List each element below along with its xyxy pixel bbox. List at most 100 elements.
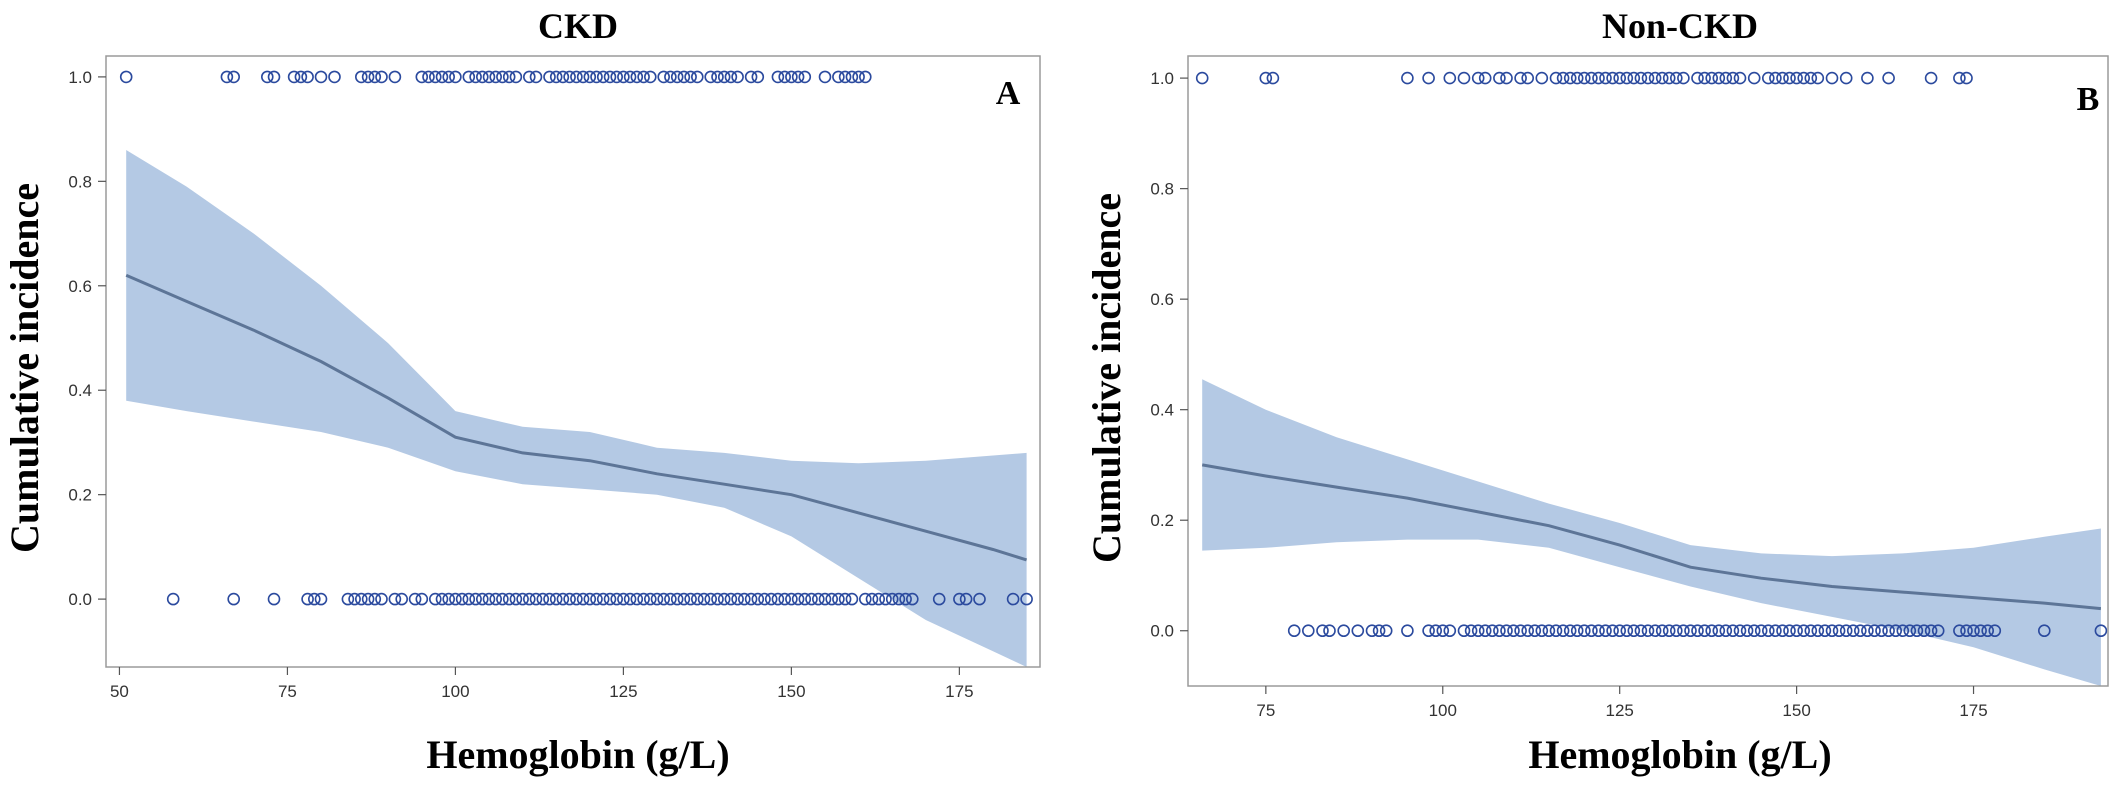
data-point-no-event xyxy=(1811,624,1825,638)
data-point-no-event xyxy=(502,592,516,606)
data-point-no-event xyxy=(1493,624,1506,638)
data-point-event xyxy=(1620,71,1634,85)
plot-area: 75 100 125 150 175 0.0 0.2 0.4 0.6 0.8 1.0 xyxy=(1150,55,2109,720)
data-point-no-event xyxy=(650,592,664,606)
data-point-no-event xyxy=(388,592,402,606)
data-point-event xyxy=(1698,71,1711,85)
data-point-event xyxy=(583,70,597,84)
data-point-no-event xyxy=(1556,624,1570,638)
data-point-no-event xyxy=(1910,624,1924,638)
data-point-no-event xyxy=(1287,624,1301,638)
data-point-no-event xyxy=(1988,624,2002,638)
data-point-no-event xyxy=(1868,624,1881,638)
data-point-event xyxy=(1606,71,1619,85)
plot-area: 50 75 100 125 150 175 0.0 0.2 0.4 0.6 0.8 1.0 xyxy=(68,55,1041,701)
data-point-event xyxy=(1861,71,1874,85)
data-point-event xyxy=(1677,71,1690,85)
data-point-event xyxy=(1648,71,1662,85)
data-point-no-event xyxy=(865,592,879,606)
data-point-no-event xyxy=(1896,624,1910,638)
data-point-event xyxy=(1705,71,1718,85)
data-point-event xyxy=(832,70,845,84)
data-point-no-event xyxy=(717,592,731,606)
data-point-no-event xyxy=(1316,624,1329,638)
data-point-event xyxy=(1839,71,1853,85)
data-point-event xyxy=(852,70,865,84)
data-point-no-event xyxy=(1641,624,1655,638)
data-point-event xyxy=(704,70,718,84)
data-point-event xyxy=(301,70,314,84)
data-point-no-event xyxy=(1670,624,1683,638)
data-point-no-event xyxy=(1754,624,1768,638)
data-point-no-event xyxy=(1861,624,1874,638)
data-point-no-event xyxy=(1620,624,1634,638)
data-point-no-event xyxy=(1372,624,1386,638)
plot-frame xyxy=(105,55,1041,668)
data-point-event xyxy=(1662,71,1676,85)
data-point-no-event xyxy=(227,592,240,606)
data-point-no-event xyxy=(2038,624,2051,638)
data-point-no-event xyxy=(1422,624,1435,638)
data-point-no-event xyxy=(791,592,805,606)
data-point-event xyxy=(1422,71,1435,85)
y-tick-label: 0.0 xyxy=(1150,622,1174,641)
data-point-no-event xyxy=(845,592,859,606)
data-point-no-event xyxy=(375,592,388,606)
data-point-no-event xyxy=(630,592,644,606)
data-point-no-event xyxy=(166,592,180,606)
data-point-no-event xyxy=(751,592,765,606)
data-point-event xyxy=(1592,71,1605,85)
data-point-no-event xyxy=(805,592,818,606)
data-point-no-event xyxy=(469,592,482,606)
data-point-event xyxy=(1599,71,1612,85)
data-point-no-event xyxy=(442,592,456,606)
data-point-no-event xyxy=(1797,624,1810,638)
x-tick-label: 100 xyxy=(1429,701,1457,720)
data-point-event xyxy=(1691,71,1704,85)
data-point-event xyxy=(287,70,301,84)
data-point-no-event xyxy=(1542,624,1556,638)
y-tick-label: 0.2 xyxy=(68,486,92,505)
data-point-no-event xyxy=(798,592,812,606)
data-point-no-event xyxy=(1429,624,1442,638)
y-tick-label: 1.0 xyxy=(68,68,92,87)
data-point-no-event xyxy=(489,592,503,606)
data-point-event xyxy=(1613,71,1626,85)
data-point-event xyxy=(778,70,792,84)
data-point-event xyxy=(220,70,234,84)
data-point-event xyxy=(1500,71,1513,85)
data-point-event xyxy=(751,70,765,84)
data-point-no-event xyxy=(1832,624,1846,638)
data-point-no-event xyxy=(1634,624,1648,638)
data-point-no-event xyxy=(603,592,617,606)
data-point-event xyxy=(1726,71,1740,85)
data-point-event xyxy=(1570,71,1584,85)
data-point-no-event xyxy=(455,592,469,606)
data-point-no-event xyxy=(811,592,825,606)
data-point-no-event xyxy=(596,592,610,606)
data-point-no-event xyxy=(1351,624,1365,638)
data-point-no-event xyxy=(1776,624,1789,638)
data-point-no-event xyxy=(1903,624,1917,638)
data-point-no-event xyxy=(509,592,523,606)
data-point-no-event xyxy=(1825,624,1839,638)
data-point-event xyxy=(1960,71,1973,85)
data-point-event xyxy=(227,70,240,84)
data-point-no-event xyxy=(1839,624,1853,638)
data-point-event xyxy=(449,70,462,84)
data-point-no-event xyxy=(724,592,738,606)
data-point-event xyxy=(1769,71,1782,85)
data-point-no-event xyxy=(1953,624,1966,638)
data-point-no-event xyxy=(858,592,872,606)
data-point-no-event xyxy=(731,592,744,606)
data-point-event xyxy=(744,70,758,84)
data-point-event xyxy=(328,70,341,84)
data-point-event xyxy=(670,70,684,84)
data-point-event xyxy=(1514,71,1527,85)
data-point-no-event xyxy=(684,592,697,606)
data-point-event xyxy=(771,70,785,84)
confidence-band xyxy=(126,150,1027,667)
data-point-no-event xyxy=(1006,592,1020,606)
data-point-no-event xyxy=(1655,624,1669,638)
